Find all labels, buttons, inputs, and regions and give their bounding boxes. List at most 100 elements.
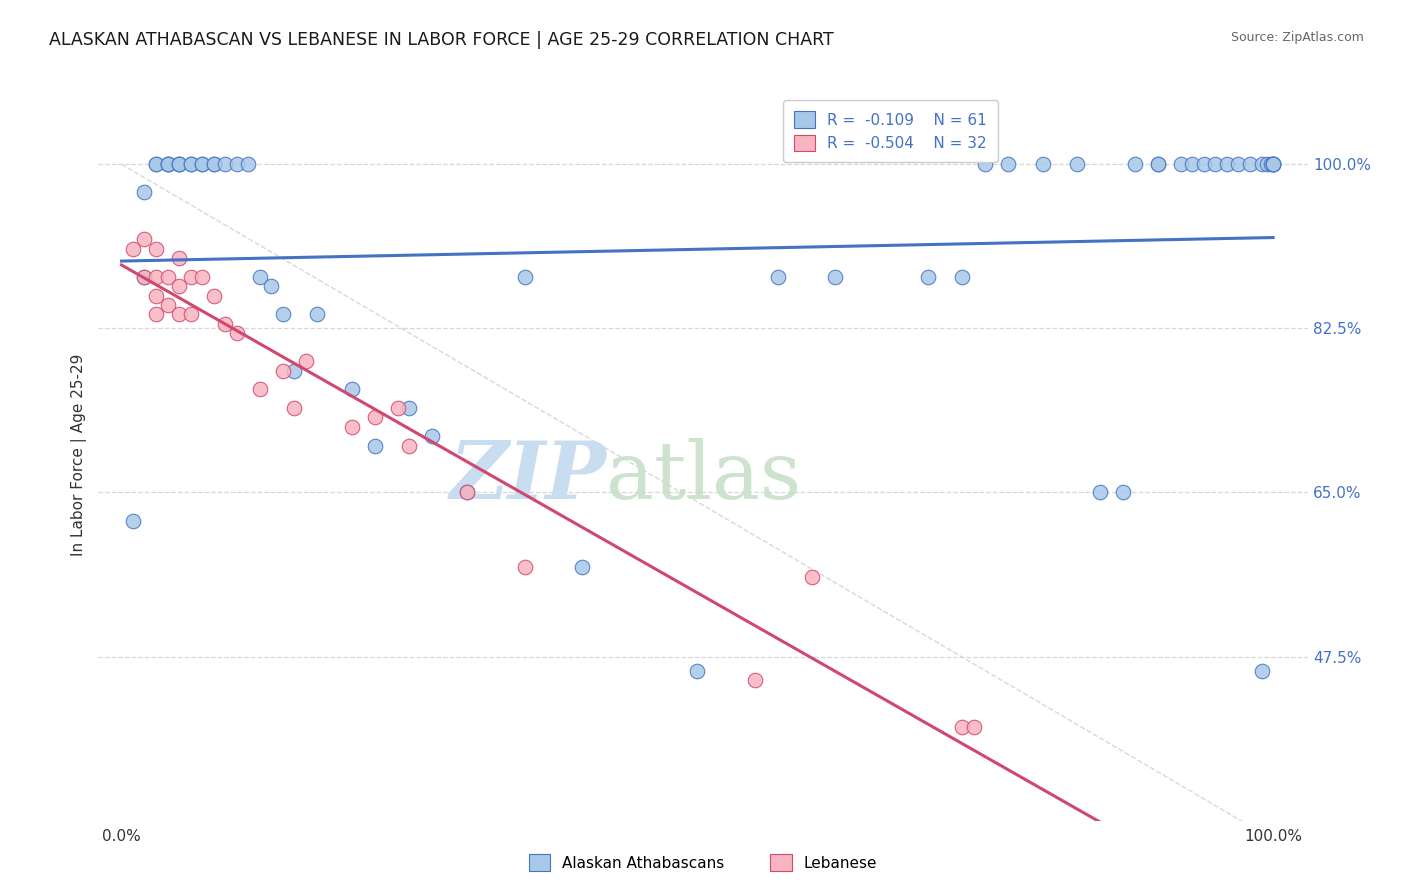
Point — [134, 269, 156, 284]
Point — [364, 438, 387, 452]
Point — [398, 438, 420, 452]
Point — [236, 157, 259, 171]
Point — [766, 269, 789, 284]
Point — [191, 269, 214, 284]
Point — [1239, 157, 1261, 171]
Point — [167, 157, 190, 171]
Point — [398, 401, 420, 415]
Legend: Alaskan Athabascans, Lebanese: Alaskan Athabascans, Lebanese — [523, 848, 883, 877]
Point — [249, 269, 271, 284]
Point — [1147, 157, 1170, 171]
Point — [156, 157, 179, 171]
Point — [387, 401, 409, 415]
Point — [294, 354, 316, 368]
Point — [122, 514, 145, 528]
Point — [225, 326, 247, 340]
Point — [997, 157, 1019, 171]
Point — [340, 419, 363, 434]
Point — [1181, 157, 1204, 171]
Point — [180, 157, 202, 171]
Point — [1112, 485, 1135, 500]
Text: Source: ZipAtlas.com: Source: ZipAtlas.com — [1230, 31, 1364, 45]
Point — [744, 673, 766, 687]
Point — [456, 485, 478, 500]
Point — [202, 288, 225, 302]
Point — [1261, 157, 1284, 171]
Point — [1204, 157, 1226, 171]
Point — [1250, 157, 1272, 171]
Point — [156, 269, 179, 284]
Point — [686, 664, 709, 678]
Point — [1260, 157, 1282, 171]
Point — [950, 720, 973, 734]
Point — [145, 288, 167, 302]
Point — [1216, 157, 1239, 171]
Text: ZIP: ZIP — [450, 438, 606, 516]
Point — [214, 157, 236, 171]
Point — [974, 157, 997, 171]
Point — [340, 382, 363, 396]
Legend: R =  -0.109    N = 61, R =  -0.504    N = 32: R = -0.109 N = 61, R = -0.504 N = 32 — [783, 101, 998, 162]
Point — [1261, 157, 1284, 171]
Point — [134, 232, 156, 246]
Point — [1227, 157, 1250, 171]
Point — [180, 269, 202, 284]
Point — [950, 269, 973, 284]
Point — [134, 269, 156, 284]
Point — [307, 307, 329, 321]
Point — [180, 157, 202, 171]
Point — [122, 242, 145, 256]
Point — [1192, 157, 1215, 171]
Point — [283, 363, 305, 377]
Point — [260, 279, 283, 293]
Point — [191, 157, 214, 171]
Text: ALASKAN ATHABASCAN VS LEBANESE IN LABOR FORCE | AGE 25-29 CORRELATION CHART: ALASKAN ATHABASCAN VS LEBANESE IN LABOR … — [49, 31, 834, 49]
Point — [145, 307, 167, 321]
Point — [571, 560, 593, 574]
Point — [191, 157, 214, 171]
Point — [271, 307, 294, 321]
Point — [364, 410, 387, 425]
Point — [456, 485, 478, 500]
Point — [1066, 157, 1088, 171]
Point — [225, 157, 247, 171]
Point — [156, 298, 179, 312]
Point — [249, 382, 271, 396]
Point — [422, 429, 444, 443]
Point — [1170, 157, 1192, 171]
Point — [1250, 664, 1272, 678]
Point — [167, 307, 190, 321]
Point — [167, 279, 190, 293]
Point — [1256, 157, 1278, 171]
Point — [801, 570, 824, 584]
Point — [134, 186, 156, 200]
Point — [824, 269, 846, 284]
Point — [271, 363, 294, 377]
Point — [513, 269, 536, 284]
Point — [145, 242, 167, 256]
Point — [180, 307, 202, 321]
Point — [145, 157, 167, 171]
Point — [513, 560, 536, 574]
Point — [283, 401, 305, 415]
Point — [1261, 157, 1284, 171]
Text: atlas: atlas — [606, 438, 801, 516]
Point — [156, 157, 179, 171]
Point — [145, 269, 167, 284]
Point — [1147, 157, 1170, 171]
Point — [1090, 485, 1112, 500]
Point — [1261, 157, 1284, 171]
Point — [214, 317, 236, 331]
Point — [1032, 157, 1054, 171]
Point — [145, 157, 167, 171]
Point — [167, 157, 190, 171]
Point — [167, 157, 190, 171]
Point — [167, 251, 190, 265]
Point — [202, 157, 225, 171]
Point — [202, 157, 225, 171]
Point — [962, 720, 984, 734]
Point — [917, 269, 939, 284]
Point — [1123, 157, 1146, 171]
Y-axis label: In Labor Force | Age 25-29: In Labor Force | Age 25-29 — [72, 354, 87, 556]
Point — [156, 157, 179, 171]
